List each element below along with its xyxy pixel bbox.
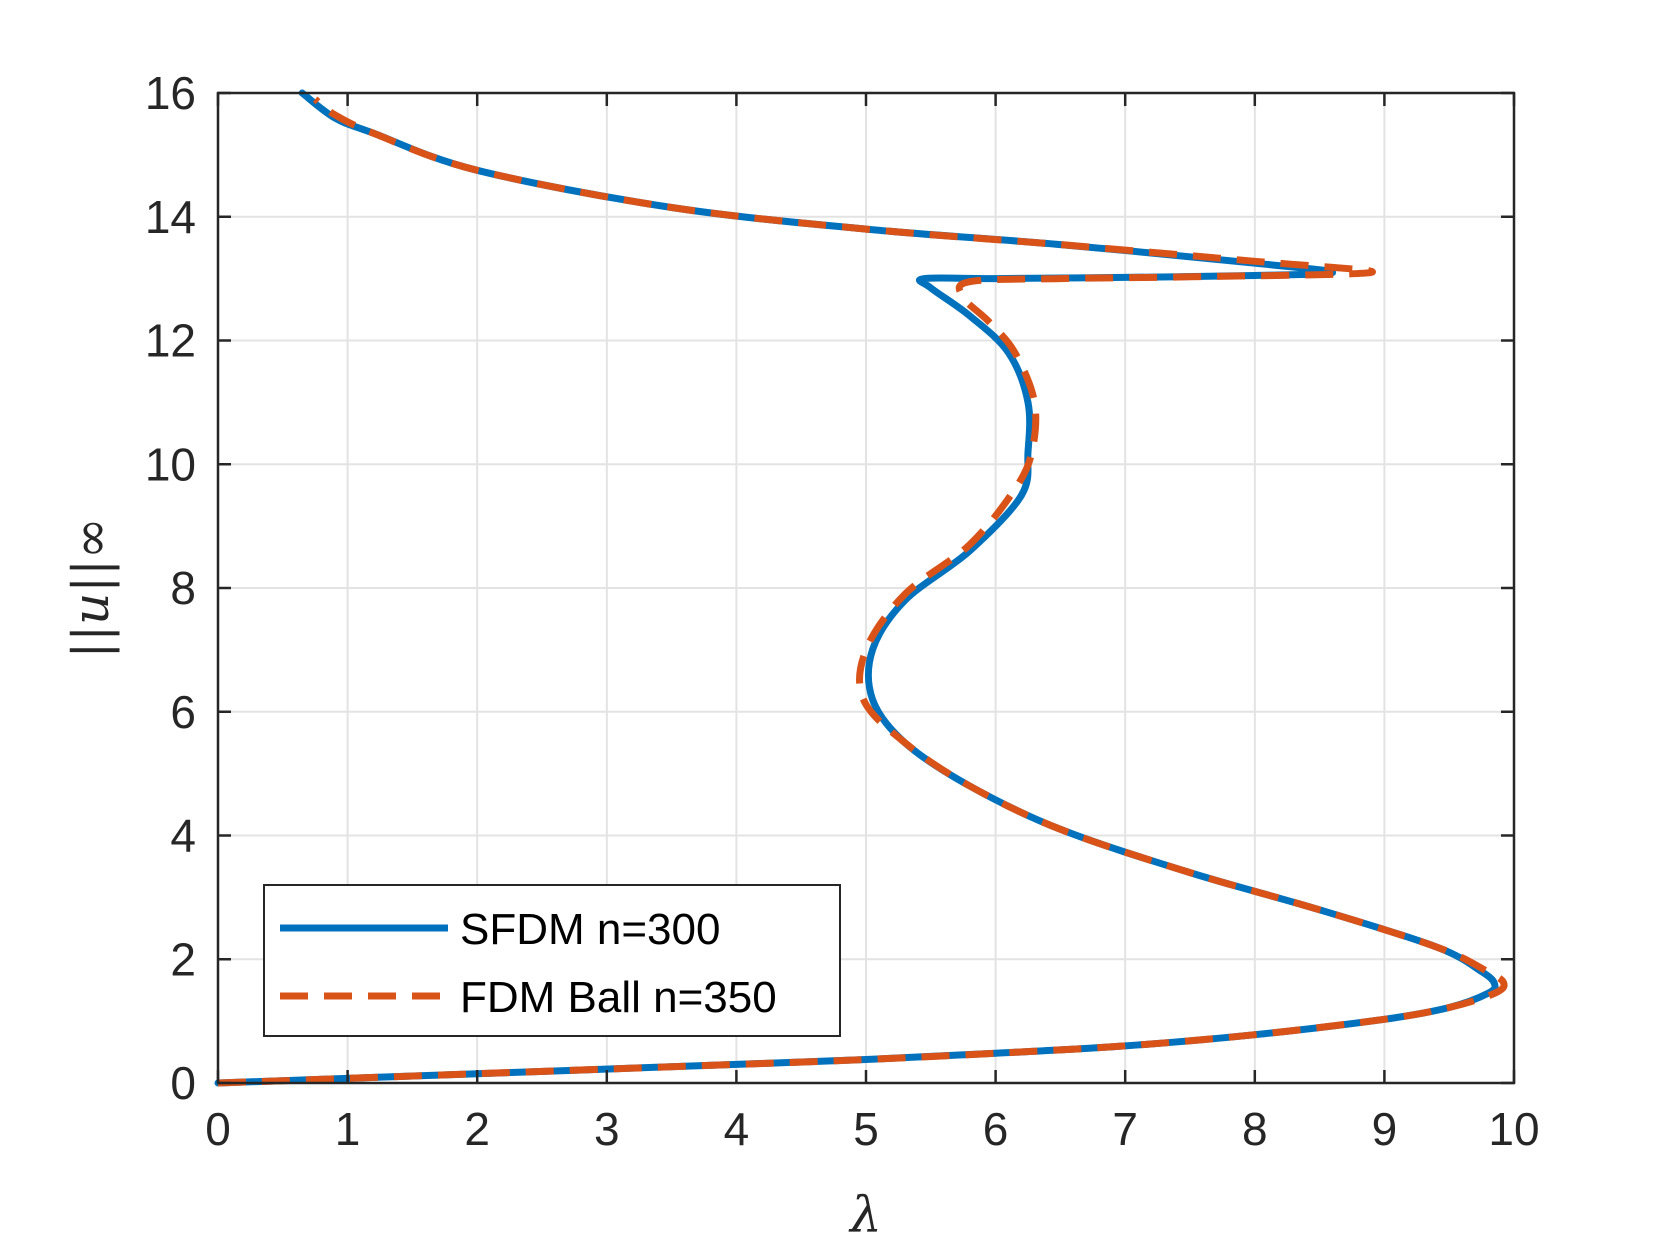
x-tick-label: 5 — [853, 1103, 879, 1155]
y-tick-label: 14 — [145, 191, 196, 243]
x-tick-label: 9 — [1372, 1103, 1398, 1155]
x-tick-label: 3 — [594, 1103, 620, 1155]
x-tick-label: 6 — [983, 1103, 1009, 1155]
x-tick-label: 1 — [335, 1103, 361, 1155]
y-tick-label: 16 — [145, 67, 196, 119]
y-tick-label: 10 — [145, 438, 196, 490]
legend: SFDM n=300 FDM Ball n=350 — [263, 884, 841, 1037]
y-tick-label: 6 — [170, 686, 196, 738]
y-tick-label: 12 — [145, 315, 196, 367]
x-tick-label: 8 — [1242, 1103, 1268, 1155]
series-group — [214, 89, 1508, 1087]
x-tick-label: 4 — [724, 1103, 750, 1155]
x-axis-label: λ — [848, 1186, 882, 1244]
y-tick-label: 4 — [170, 810, 196, 862]
y-tick-label: 0 — [170, 1057, 196, 1109]
y-tick-label: 8 — [170, 562, 196, 614]
x-tick-label: 7 — [1112, 1103, 1138, 1155]
legend-box — [263, 884, 841, 1037]
x-tick-label: 10 — [1488, 1103, 1539, 1155]
x-tick-label: 0 — [205, 1103, 231, 1155]
ticks — [216, 91, 1516, 1085]
x-tick-label: 2 — [464, 1103, 490, 1155]
legend-label-fdm-ball: FDM Ball n=350 — [460, 973, 777, 1022]
y-tick-label: 2 — [170, 933, 196, 985]
y-axis-label: ||u||∞ — [62, 517, 120, 658]
legend-label-sfdm: SFDM n=300 — [460, 905, 720, 954]
